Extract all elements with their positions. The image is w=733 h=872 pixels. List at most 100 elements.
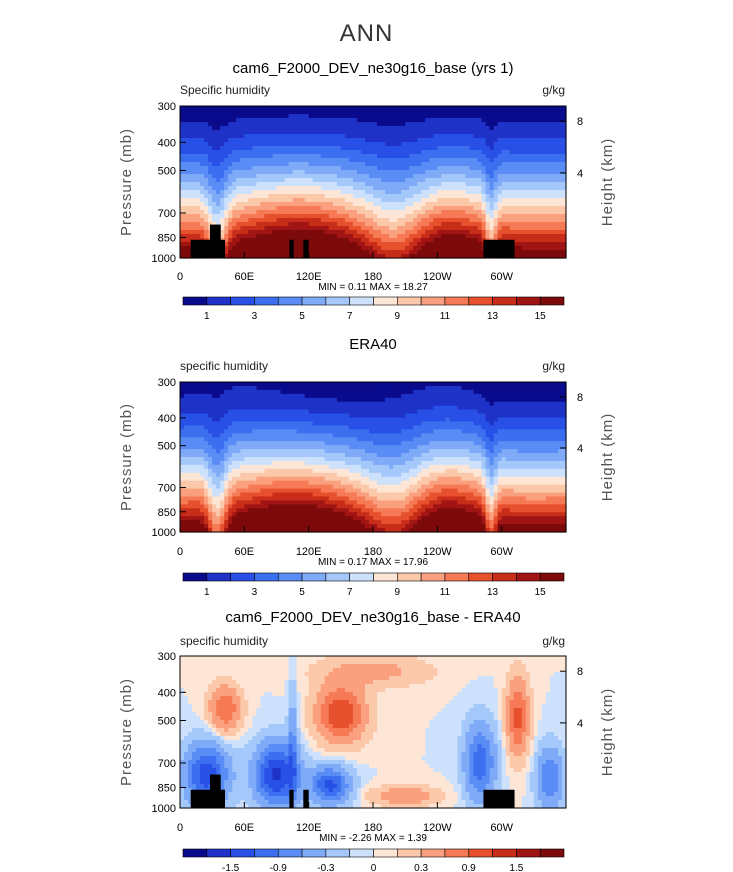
heatmap-cell: [196, 194, 201, 199]
heatmap-cell: [441, 385, 446, 391]
heatmap-cell: [352, 250, 358, 255]
heatmap-cell: [453, 222, 459, 227]
heatmap-cell: [288, 433, 294, 438]
heatmap-cell: [324, 218, 330, 223]
heatmap-cell: [385, 158, 390, 163]
heatmap-cell: [521, 182, 527, 187]
heatmap-cell: [413, 397, 418, 403]
heatmap-cell: [521, 150, 527, 155]
heatmap-cell: [324, 154, 330, 159]
heatmap-cell: [413, 222, 418, 227]
heatmap-cell: [493, 202, 499, 207]
heatmap-cell: [208, 114, 213, 119]
heatmap-cell: [473, 158, 479, 163]
heatmap-cell: [272, 198, 278, 203]
heatmap-cell: [469, 222, 475, 227]
heatmap-cell: [240, 246, 245, 251]
heatmap-cell: [228, 154, 233, 159]
heatmap-cell: [457, 122, 463, 127]
heatmap-cell: [517, 417, 523, 423]
heatmap-cell: [336, 154, 342, 159]
heatmap-cell: [244, 254, 249, 259]
heatmap-cell: [180, 130, 185, 135]
heatmap-cell: [549, 242, 555, 247]
heatmap-cell: [529, 230, 535, 235]
heatmap-cell: [537, 138, 543, 143]
heatmap-cell: [216, 210, 221, 215]
heatmap-cell: [232, 186, 237, 191]
heatmap-cell: [348, 198, 354, 203]
heatmap-cell: [312, 385, 318, 391]
heatmap-cell: [320, 170, 326, 175]
heatmap-cell: [200, 174, 205, 179]
heatmap-cell: [553, 397, 559, 403]
heatmap-cell: [360, 126, 366, 131]
heatmap-cell: [312, 234, 318, 239]
heatmap-cell: [405, 154, 410, 159]
heatmap-cell: [461, 409, 467, 415]
heatmap-cell: [449, 138, 455, 143]
heatmap-cell: [308, 409, 314, 415]
heatmap-cell: [356, 142, 362, 147]
heatmap-cell: [276, 158, 282, 163]
heatmap-cell: [473, 401, 479, 407]
heatmap-cell: [465, 170, 471, 175]
heatmap-cell: [425, 194, 430, 199]
heatmap-cell: [240, 142, 245, 147]
heatmap-cell: [232, 138, 237, 143]
heatmap-cell: [481, 429, 487, 434]
heatmap-cell: [537, 254, 543, 259]
heatmap-cell: [389, 413, 394, 419]
heatmap-cell: [264, 126, 270, 131]
heatmap-cell: [477, 146, 483, 151]
heatmap-cell: [328, 174, 334, 179]
heatmap-cell: [348, 178, 354, 183]
heatmap-cell: [360, 170, 366, 175]
heatmap-cell: [525, 214, 531, 219]
heatmap-cell: [433, 150, 438, 155]
heatmap-cell: [248, 393, 253, 399]
heatmap-cell: [352, 162, 358, 167]
heatmap-cell: [248, 166, 253, 171]
heatmap-cell: [389, 202, 394, 207]
heatmap-cell: [236, 385, 241, 391]
heatmap-cell: [212, 382, 217, 387]
heatmap-cell: [184, 154, 189, 159]
heatmap-cell: [192, 130, 197, 135]
heatmap-cell: [324, 397, 330, 403]
heatmap-cell: [449, 202, 455, 207]
heatmap-cell: [348, 382, 354, 387]
heatmap-cell: [505, 202, 511, 207]
heatmap-cell: [505, 210, 511, 215]
heatmap-cell: [453, 142, 459, 147]
heatmap-cell: [252, 190, 257, 195]
heatmap-cell: [525, 202, 531, 207]
heatmap-cell: [545, 425, 551, 430]
heatmap-cell: [489, 146, 495, 151]
heatmap-cell: [453, 250, 459, 255]
heatmap-cell: [481, 393, 487, 399]
heatmap-cell: [517, 397, 523, 403]
heatmap-cell: [256, 206, 262, 211]
heatmap-cell: [320, 397, 326, 403]
heatmap-cell: [433, 198, 438, 203]
heatmap-cell: [180, 210, 185, 215]
heatmap-cell: [200, 150, 205, 155]
heatmap-cell: [208, 126, 213, 131]
heatmap-cell: [332, 389, 338, 395]
heatmap-cell: [288, 214, 294, 219]
heatmap-cell: [453, 397, 459, 403]
heatmap-cell: [348, 174, 354, 179]
heatmap-cell: [228, 409, 233, 415]
heatmap-cell: [292, 206, 298, 211]
heatmap-cell: [272, 118, 278, 123]
heatmap-cell: [501, 202, 507, 207]
heatmap-cell: [385, 126, 390, 131]
heatmap-cell: [381, 234, 386, 239]
heatmap-cell: [513, 417, 519, 423]
heatmap-cell: [373, 142, 378, 147]
heatmap-cell: [272, 417, 278, 423]
heatmap-cell: [425, 413, 430, 419]
heatmap-cell: [320, 218, 326, 223]
heatmap-cell: [437, 130, 442, 135]
